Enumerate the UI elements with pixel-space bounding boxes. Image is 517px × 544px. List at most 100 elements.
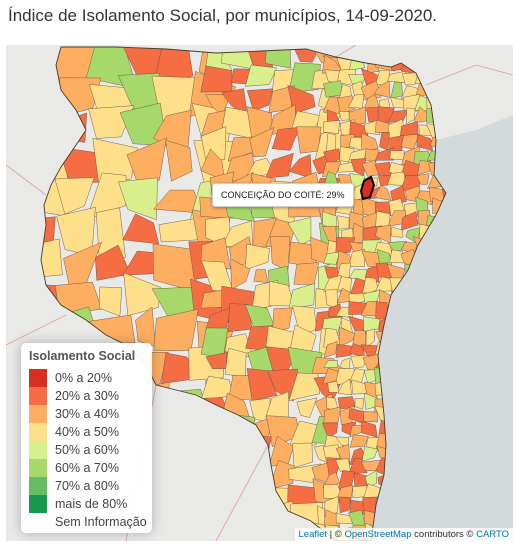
municipality[interactable] [427,85,443,98]
municipality[interactable] [86,314,136,343]
municipality[interactable] [293,262,320,285]
municipality[interactable] [199,522,234,541]
municipality[interactable] [426,107,446,125]
municipality[interactable] [18,119,55,138]
municipality[interactable] [199,439,233,461]
municipality[interactable] [246,368,278,402]
municipality[interactable] [339,357,351,370]
municipality[interactable] [245,505,273,533]
municipality[interactable] [253,269,269,283]
municipality[interactable] [413,45,431,62]
municipality[interactable] [246,88,273,112]
municipality[interactable] [338,326,357,348]
municipality[interactable] [98,286,123,317]
municipality[interactable] [17,45,60,87]
municipality[interactable] [322,211,337,230]
municipality[interactable] [349,434,370,448]
municipality[interactable] [338,496,351,514]
municipality[interactable] [292,442,313,469]
municipality[interactable] [323,341,338,358]
municipality[interactable] [288,372,320,401]
municipality[interactable] [364,469,378,488]
municipality[interactable] [251,460,271,485]
municipality[interactable] [288,420,320,447]
municipality[interactable] [403,47,418,57]
municipality[interactable] [158,217,203,243]
municipality[interactable] [416,173,430,185]
municipality[interactable] [354,398,364,410]
municipality[interactable] [353,45,368,59]
municipality[interactable] [122,213,160,245]
municipality[interactable] [414,57,434,74]
municipality[interactable] [363,316,381,333]
municipality[interactable] [245,243,270,271]
municipality[interactable] [351,379,369,395]
municipality[interactable] [271,127,300,151]
municipality[interactable] [224,413,256,441]
municipality[interactable] [367,45,378,62]
municipality[interactable] [86,172,127,221]
municipality[interactable] [337,378,352,396]
municipality[interactable] [323,80,343,98]
municipality[interactable] [200,126,227,161]
municipality[interactable] [272,307,293,333]
municipality[interactable] [323,120,341,134]
municipality[interactable] [444,108,459,127]
municipality[interactable] [439,45,459,62]
municipality[interactable] [442,67,460,86]
municipality[interactable] [223,527,253,541]
municipality[interactable] [323,251,341,265]
municipality[interactable] [225,482,255,507]
municipality[interactable] [402,72,421,86]
osm-link[interactable]: OpenStreetMap [344,529,412,540]
municipality[interactable] [439,82,459,100]
municipality[interactable] [253,526,275,541]
municipality[interactable] [199,456,233,485]
municipality[interactable] [200,65,233,93]
municipality[interactable] [249,126,275,158]
municipality[interactable] [165,139,193,182]
municipality[interactable] [291,45,319,63]
municipality[interactable] [377,174,394,186]
municipality[interactable] [406,107,416,125]
highlighted-municipality[interactable] [359,175,376,201]
municipality[interactable] [416,134,433,152]
municipality[interactable] [348,248,366,267]
municipality[interactable] [401,133,420,150]
municipality[interactable] [118,177,158,221]
municipality[interactable] [337,215,350,230]
municipality[interactable] [153,388,207,423]
municipality[interactable] [135,306,156,348]
municipality[interactable] [323,509,340,527]
municipality[interactable] [244,64,278,87]
municipality[interactable] [123,272,162,317]
municipality[interactable] [374,46,393,58]
municipality[interactable] [288,283,316,310]
map-container[interactable]: CONCEIÇÃO DO COITÉ: 29% Isolamento Socia… [6,45,513,541]
municipality[interactable] [323,274,342,293]
municipality[interactable] [321,422,339,438]
municipality[interactable] [274,525,291,541]
municipality[interactable] [226,436,257,460]
municipality[interactable] [267,368,299,402]
municipality[interactable] [224,348,247,378]
municipality[interactable] [374,147,395,161]
municipality[interactable] [126,137,167,185]
municipality[interactable] [296,126,322,154]
municipality[interactable] [361,420,378,438]
municipality[interactable] [54,177,95,215]
municipality[interactable] [335,236,356,255]
municipality[interactable] [387,71,406,83]
municipality[interactable] [440,92,457,114]
carto-link[interactable]: CARTO [476,529,509,540]
municipality[interactable] [222,500,253,536]
municipality[interactable] [374,184,392,201]
municipality[interactable] [322,161,342,178]
municipality[interactable] [425,123,446,139]
municipality[interactable] [348,315,368,335]
municipality[interactable] [439,57,460,74]
municipality[interactable] [390,81,403,99]
municipality[interactable] [425,58,446,75]
municipality[interactable] [153,308,199,352]
municipality[interactable] [253,483,277,512]
